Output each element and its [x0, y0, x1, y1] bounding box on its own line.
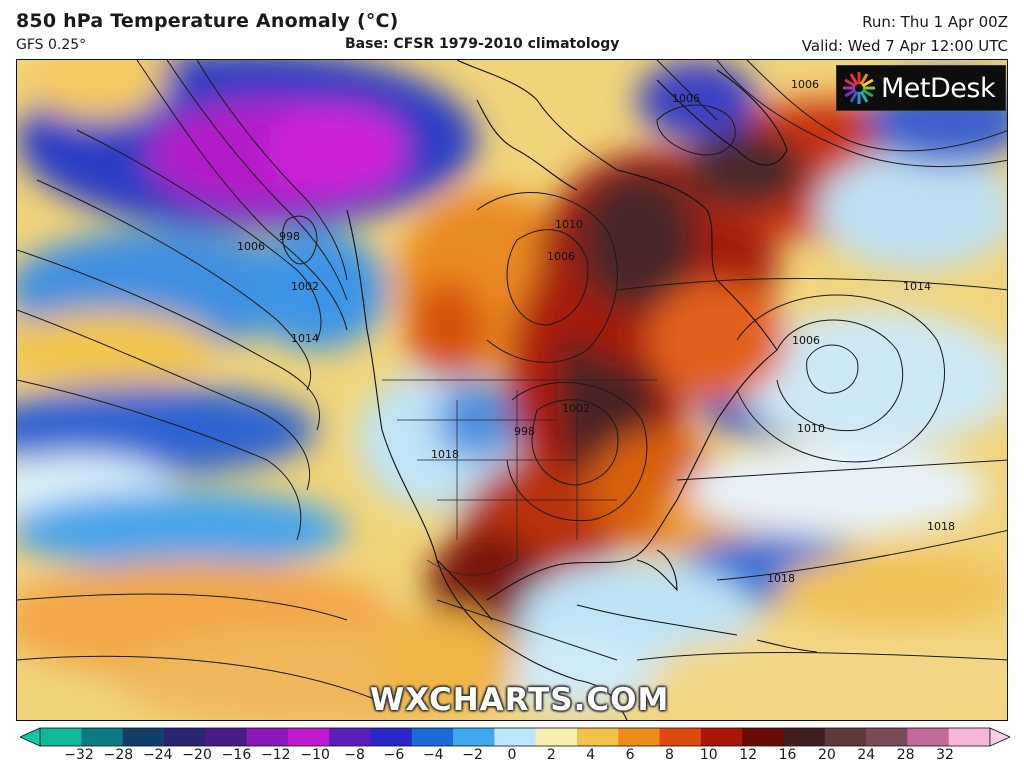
colorbar-segment — [700, 728, 743, 746]
isobar-label: 1018 — [431, 448, 459, 461]
map-canvas: 1006 1006 998 1006 1002 1014 1014 1006 1… — [17, 60, 1007, 720]
isobar-label: 1002 — [291, 280, 319, 293]
colorbar-segment — [742, 728, 785, 746]
colorbar-segment — [866, 728, 908, 746]
isobars — [17, 60, 1007, 701]
colorbar-segment — [783, 728, 826, 746]
isobar-labels: 1006 1006 998 1006 1002 1014 1014 1006 1… — [237, 78, 955, 585]
colorbar-max-arrow — [989, 727, 1010, 747]
valid-time-label: Valid: Wed 7 Apr 12:00 UTC — [801, 37, 1008, 55]
colorbar-segment — [453, 728, 495, 746]
chart-title: 850 hPa Temperature Anomaly (°C) — [16, 10, 399, 32]
isobar-label: 998 — [279, 230, 300, 243]
run-time-label: Run: Thu 1 Apr 00Z — [862, 13, 1008, 31]
anomaly-field-blobs — [17, 60, 1007, 720]
isobar-label: 1006 — [237, 240, 265, 253]
colorbar-tick-label: −20 — [182, 747, 212, 763]
colorbar-tick-label: −12 — [261, 747, 291, 763]
isobar-label: 1010 — [555, 218, 583, 231]
colorbar-tick-label: −2 — [462, 747, 483, 763]
colorbar-tick-label: −32 — [64, 747, 94, 763]
wxcharts-watermark: WXCHARTS.COM — [370, 682, 670, 718]
colorbar-tick-label: 24 — [857, 747, 876, 763]
colorbar-segment — [576, 728, 619, 746]
colorbar-segment — [163, 728, 206, 746]
model-label: GFS 0.25° — [16, 37, 87, 53]
coastlines — [346, 60, 818, 720]
colorbar-tick-label: −10 — [300, 747, 330, 763]
isobar-label: 1010 — [797, 422, 825, 435]
colorbar-tick-label: 2 — [546, 747, 556, 763]
colorbar-segment — [535, 728, 578, 746]
colorbar-segment — [287, 728, 330, 746]
colorbar-tick-label: −4 — [422, 747, 444, 763]
colorbar-segment — [618, 728, 661, 746]
colorbar-segment — [246, 728, 289, 746]
colorbar-ticks: −32 −28 −24 −20 −16 −12 −10 −8 −6 −4 −2 0 2 4 6 8 10 12 16… — [0, 747, 1024, 771]
colorbar-segment — [411, 728, 454, 746]
isobar-label: 1006 — [547, 250, 575, 263]
isobar-label: 1014 — [903, 280, 931, 293]
colorbar-segment — [329, 728, 372, 746]
colorbar-segment — [205, 728, 248, 746]
colorbar-min-arrow — [20, 727, 41, 747]
isobar-label: 1018 — [927, 520, 955, 533]
colorbar-segment — [81, 728, 124, 746]
metdesk-logo: MetDesk — [836, 65, 1006, 111]
colorbar-segment — [907, 728, 950, 746]
colorbar-tick-label: 6 — [625, 747, 635, 763]
isobar-label: 1002 — [562, 402, 590, 415]
colorbar-segment — [659, 728, 702, 746]
colorbar-segment — [370, 728, 413, 746]
colorbar-segment — [40, 728, 82, 746]
colorbar-tick-label: 10 — [699, 747, 718, 763]
colorbar-tick-label: 4 — [586, 747, 596, 763]
colorbar-tick-label: −28 — [103, 747, 134, 763]
colorbar-tick-label: 16 — [778, 747, 797, 763]
isobar-label: 1018 — [767, 572, 795, 585]
colorbar-tick-label: 12 — [739, 747, 758, 763]
colorbar-tick-label: −6 — [383, 747, 405, 763]
isobar-label: 998 — [514, 425, 535, 438]
colorbar-segment — [122, 728, 165, 746]
isobar-label: 1006 — [672, 92, 700, 105]
colorbar-tick-label: −16 — [221, 747, 252, 763]
colorbar-segments — [39, 727, 991, 747]
isobar-label: 1006 — [792, 334, 820, 347]
colorbar — [20, 727, 1010, 747]
colorbar-segment — [948, 728, 991, 746]
metdesk-burst-icon — [843, 72, 875, 104]
isobar-label: 1014 — [291, 332, 319, 345]
colorbar-segment — [494, 728, 537, 746]
colorbar-tick-label: 8 — [664, 747, 674, 763]
anomaly-map: 1006 1006 998 1006 1002 1014 1014 1006 1… — [16, 59, 1008, 721]
colorbar-tick-label: 20 — [817, 747, 836, 763]
climatology-base-label: Base: CFSR 1979-2010 climatology — [345, 36, 620, 52]
borders — [382, 379, 657, 576]
colorbar-tick-label: 0 — [507, 747, 517, 763]
colorbar-tick-label: −24 — [142, 747, 173, 763]
colorbar-segment — [824, 728, 867, 746]
colorbar-tick-label: −8 — [344, 747, 365, 763]
colorbar-tick-label: 28 — [896, 747, 915, 763]
colorbar-tick-label: 32 — [936, 747, 954, 763]
metdesk-logo-text: MetDesk — [881, 72, 996, 104]
isobar-label: 1006 — [791, 78, 819, 91]
